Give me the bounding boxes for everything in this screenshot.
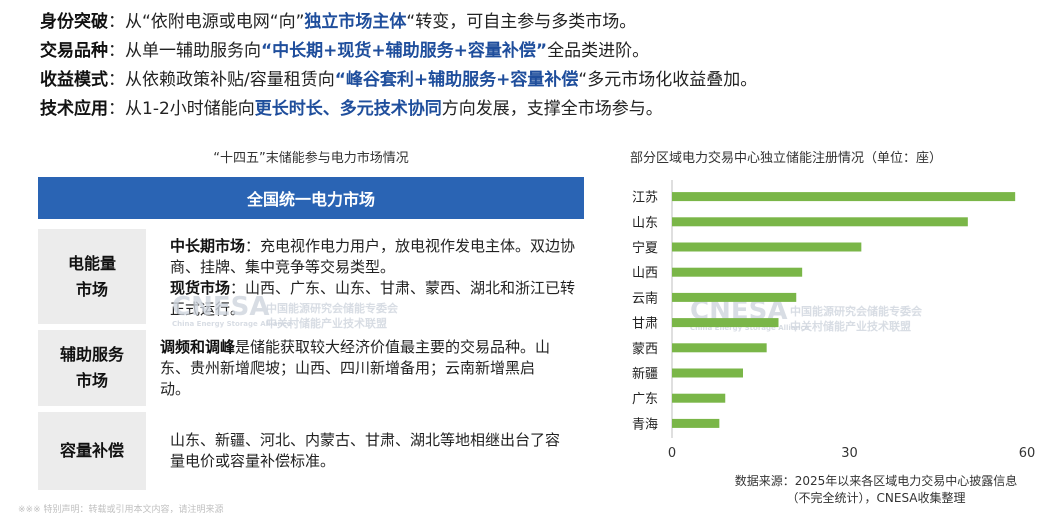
watermark-cn-right-2: 中关村储能产业技术联盟: [790, 320, 911, 333]
bullet-key: 身份突破: [40, 12, 108, 32]
watermark-brand-left: CNESA: [172, 292, 270, 322]
watermark-cn-left-2: 中关村储能产业技术联盟: [266, 317, 387, 330]
watermark-en-right: China Energy Storage Alliance: [690, 324, 810, 332]
bullet-key: 技术应用: [40, 99, 108, 119]
category-label-山东: 山东: [632, 216, 658, 231]
category-label-青海: 青海: [632, 417, 658, 432]
x-tick-label-0: 0: [668, 446, 676, 461]
bullet-line-trading: 交易品种：从单一辅助服务向“中长期+现货+辅助服务+容量补偿”全品类进阶。: [40, 41, 650, 61]
bullet-line-technology: 技术应用：从1-2小时储能向更长时长、多元技术协同方向发展，支撑全市场参与。: [40, 99, 663, 119]
row-text-ancillary: 调频和调峰是储能获取较大经济价值最主要的交易品种。山东、贵州新增爬坡；山西、四川…: [160, 338, 551, 398]
category-label-广东: 广东: [632, 392, 658, 407]
bullet-key: 收益模式: [40, 70, 108, 90]
category-label-甘肃: 甘肃: [632, 317, 658, 332]
disclaimer-footnote: ※※※ 特别声明：转载或引用本文内容，请注明来源: [18, 505, 224, 515]
row-label-ancillary: 辅助服务 市场: [38, 330, 146, 406]
category-label-云南: 云南: [632, 290, 658, 306]
bar-宁夏: [672, 242, 862, 252]
watermark-en-left: China Energy Storage Alliance: [172, 320, 292, 328]
row-text-energy: 中长期市场：充电视作电力用户，放电视作发电主体。双边协商、挂牌、集中竞争等交易类…: [170, 237, 576, 318]
watermark-cn-left-1: 中国能源研究会储能专委会: [266, 302, 398, 315]
bar-山西: [672, 267, 803, 277]
category-label-山西: 山西: [632, 266, 658, 281]
bar-山东: [672, 217, 968, 227]
category-label-蒙西: 蒙西: [632, 342, 658, 357]
row-text-capacity: 山东、新疆、河北、内蒙古、甘肃、湖北等地相继出台了容量电价或容量补偿标准。: [170, 431, 561, 470]
left-panel-title: “十四五”末储能参与电力市场情况: [213, 151, 409, 166]
data-source: 数据来源：2025年以来各区域电力交易中心披露信息 （不完全统计），CNESA收…: [734, 474, 1018, 505]
watermark-cn-right-1: 中国能源研究会储能专委会: [790, 305, 922, 318]
bar-蒙西: [672, 343, 767, 353]
x-tick-label-1: 30: [841, 446, 858, 461]
chart-title: 部分区域电力交易中心独立储能注册情况（单位：座）: [630, 151, 943, 166]
bar-广东: [672, 393, 726, 403]
summary-bullets: 身份突破：从“依附电源或电网“向”独立市场主体“转变，可自主参与多类市场。 交易…: [40, 8, 757, 124]
bar-甘肃: [672, 318, 779, 328]
x-tick-label-2: 60: [1019, 446, 1036, 461]
market-banner: 全国统一电力市场: [38, 177, 584, 219]
category-label-江苏: 江苏: [632, 190, 658, 206]
bar-云南: [672, 292, 797, 302]
bullet-line-identity: 身份突破：从“依附电源或电网“向”独立市场主体“转变，可自主参与多类市场。: [40, 12, 637, 32]
row-label-capacity: 容量补偿: [38, 412, 146, 490]
bar-新疆: [672, 368, 743, 378]
bar-青海: [672, 418, 720, 428]
bar-江苏: [672, 192, 1016, 202]
category-label-宁夏: 宁夏: [632, 240, 658, 256]
bullet-line-revenue: 收益模式：从依赖政策补贴/容量租赁向“峰谷套利+辅助服务+容量补偿“多元市场化收…: [40, 70, 758, 90]
bullet-key: 交易品种: [40, 41, 108, 61]
category-label-新疆: 新疆: [632, 366, 658, 382]
row-label-energy: 电能量 市场: [38, 229, 146, 324]
